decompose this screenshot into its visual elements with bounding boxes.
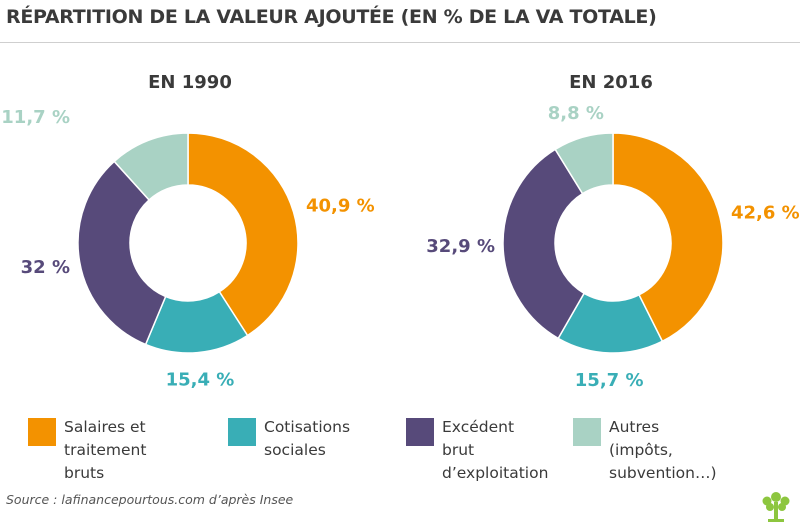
- legend-swatch-salaires: [28, 418, 56, 446]
- slice-excedent-1: [502, 148, 586, 340]
- slice-autres-0: [113, 132, 189, 202]
- data-label-salaires-0: 40,9 %: [306, 196, 375, 217]
- data-label-excedent-0: 32 %: [21, 257, 70, 278]
- data-label-autres-0: 11,7 %: [1, 107, 70, 128]
- chart-title: RÉPARTITION DE LA VALEUR AJOUTÉE (EN % D…: [6, 6, 657, 28]
- legend-swatch-excedent: [406, 418, 434, 446]
- data-label-cotisations-1: 15,7 %: [575, 370, 644, 391]
- legend-label-excedent: Excédent brut d’exploitation: [442, 418, 549, 482]
- slice-salaires-1: [612, 132, 724, 343]
- slice-salaires-0: [187, 132, 299, 337]
- legend-label-cotisations: Cotisations sociales: [264, 418, 351, 459]
- legend-swatch-autres: [573, 418, 601, 446]
- chart-title-1: EN 2016: [569, 72, 653, 93]
- data-label-cotisations-0: 15,4 %: [166, 369, 235, 390]
- chart-title-0: EN 1990: [148, 72, 232, 93]
- data-label-salaires-1: 42,6 %: [731, 203, 800, 224]
- donut-charts: EN 1990 40,9 % 15,4 % 32 % 11,7 % EN 2016 42,6…: [1, 72, 800, 391]
- slice-autres-1: [554, 132, 614, 195]
- legend-swatch-cotisations: [228, 418, 256, 446]
- tree-logo-icon: [762, 492, 790, 522]
- source-note: Source : lafinancepourtous.com d’après I…: [6, 492, 294, 507]
- data-label-excedent-1: 32,9 %: [426, 236, 495, 257]
- legend-label-salaires: Salaires et traitement bruts: [64, 418, 147, 482]
- data-label-autres-1: 8,8 %: [548, 103, 604, 124]
- title-divider: [0, 42, 800, 43]
- slice-excedent-0: [77, 160, 167, 346]
- legend-label-autres: Autres (impôts, subvention…): [609, 418, 717, 482]
